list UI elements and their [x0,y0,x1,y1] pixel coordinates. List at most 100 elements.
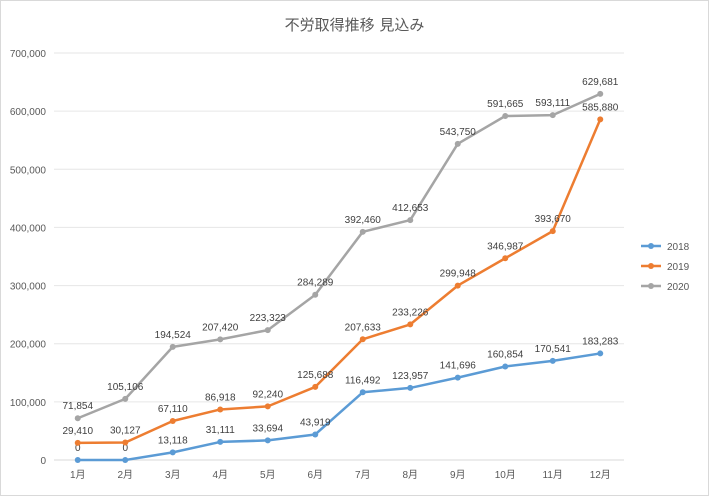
data-label-2018: 0 [75,443,81,454]
x-tick-label: 11月 [543,469,563,481]
series-line-2018 [77,352,601,462]
data-point-2018 [217,438,224,445]
data-label-2020: 392,460 [345,215,382,226]
data-label-2020: 223,323 [250,313,287,324]
data-point-2020 [122,395,129,402]
data-point-2019 [407,321,414,328]
data-label-2020: 105,106 [107,382,144,393]
data-label-2018: 170,541 [535,344,572,355]
data-point-2019 [502,255,509,262]
data-label-2020: 591,665 [487,99,524,110]
data-label-2018: 123,957 [392,371,429,382]
data-label-2020: 593,111 [535,98,570,109]
legend-label-2018: 2018 [667,242,690,253]
data-point-2020 [264,327,271,334]
y-tick-label: 500,000 [10,165,47,176]
data-point-2019 [312,383,319,390]
data-label-2018: 183,283 [582,336,619,347]
chart-title: 不労取得推移 見込み [284,16,425,34]
data-label-2019: 346,987 [487,241,524,252]
data-label-2018: 13,118 [158,435,188,446]
data-label-2020: 207,420 [202,322,239,333]
data-label-2019: 393,670 [535,214,572,225]
data-point-2020 [407,217,414,224]
data-point-2019 [217,406,224,413]
data-label-2019: 67,110 [158,404,188,415]
data-label-2018: 160,854 [487,349,524,360]
x-tick-label: 1月 [70,469,86,481]
data-point-2019 [454,282,461,289]
x-tick-label: 10月 [495,469,516,481]
data-point-2018 [312,431,319,438]
legend-label-2019: 2019 [667,262,690,273]
data-point-2019 [264,403,271,410]
data-point-2020 [454,140,461,147]
data-label-2019: 299,948 [440,269,477,280]
series-line-2020 [77,92,601,420]
data-label-2018: 31,111 [206,425,236,436]
data-label-2018: 116,492 [345,375,381,386]
data-label-2020: 71,854 [62,401,93,412]
data-label-2018: 141,696 [440,361,477,372]
data-label-2019: 207,633 [345,322,382,333]
data-label-2019: 233,226 [392,307,429,318]
x-tick-label: 7月 [355,469,371,481]
data-point-2020 [502,112,509,119]
data-point-2020 [597,90,604,97]
legend-label-2020: 2020 [667,282,690,293]
data-point-2020 [74,415,81,422]
data-point-2019 [359,336,366,343]
x-tick-label: 9月 [450,469,466,481]
x-tick-label: 3月 [165,469,181,481]
data-label-2019: 86,918 [205,392,236,403]
x-tick-label: 12月 [590,469,611,481]
y-tick-label: 200,000 [10,340,47,351]
data-point-2018 [122,457,129,463]
data-point-2018 [502,363,509,370]
data-point-2018 [264,437,271,444]
x-tick-label: 6月 [307,469,323,481]
data-label-2020: 543,750 [440,127,477,138]
y-tick-label: 700,000 [10,49,47,60]
data-point-2019 [122,439,129,446]
legend-marker-2019 [648,263,654,269]
data-label-2018: 33,694 [252,423,283,434]
x-tick-label: 2月 [117,469,133,481]
y-tick-label: 100,000 [10,398,47,409]
y-tick-label: 0 [40,456,46,467]
data-label-2019: 585,880 [582,102,619,113]
data-point-2018 [549,357,556,364]
data-point-2019 [169,417,176,424]
data-point-2019 [597,116,604,123]
data-label-2019: 29,410 [62,426,93,437]
data-label-2020: 629,681 [582,77,619,88]
data-point-2020 [359,228,366,235]
x-tick-label: 8月 [402,469,418,481]
data-label-2018: 43,919 [300,417,331,428]
legend-marker-2020 [648,283,654,289]
data-point-2020 [217,336,224,343]
data-point-2020 [312,291,319,298]
y-tick-label: 300,000 [10,282,47,293]
x-tick-label: 5月 [260,469,276,481]
data-label-2019: 125,688 [297,370,334,381]
data-point-2018 [597,350,604,357]
data-point-2018 [454,374,461,381]
x-tick-label: 4月 [212,469,228,481]
data-point-2019 [74,439,81,446]
data-label-2020: 412,653 [392,203,429,214]
data-label-2020: 194,524 [155,330,192,341]
data-point-2019 [549,228,556,235]
data-point-2020 [549,112,556,119]
data-point-2018 [359,389,366,396]
data-label-2019: 30,127 [110,425,141,436]
data-point-2018 [74,457,81,463]
legend-marker-2018 [648,243,654,249]
data-point-2018 [169,449,176,456]
y-tick-label: 400,000 [10,223,47,234]
y-tick-label: 600,000 [10,107,47,118]
data-label-2018: 0 [122,443,128,454]
data-point-2018 [407,384,414,391]
